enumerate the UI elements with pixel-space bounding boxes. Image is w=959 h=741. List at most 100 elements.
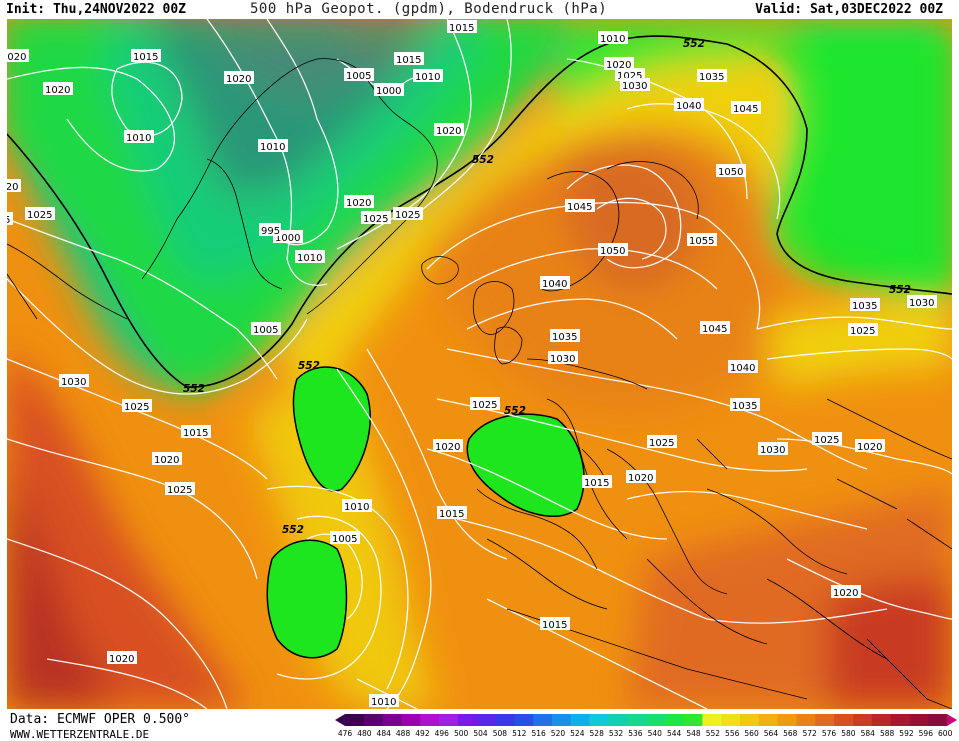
scale-tick-label: 512	[512, 729, 527, 738]
scale-swatch	[928, 714, 948, 726]
pressure-label: 1020	[109, 654, 134, 665]
pressure-label: 1040	[730, 363, 755, 374]
scale-tick-label: 480	[357, 729, 372, 738]
pressure-label: 1010	[126, 133, 151, 144]
pressure-label: 1045	[567, 202, 592, 213]
geopotential-label: 552	[683, 38, 705, 50]
scale-swatch	[533, 714, 553, 726]
pressure-label: 1025	[472, 400, 497, 411]
website-link: WWW.WETTERZENTRALE.DE	[10, 728, 150, 741]
scale-swatch	[646, 714, 666, 726]
scale-tick-label: 500	[453, 729, 469, 738]
pressure-label: 995	[261, 226, 280, 237]
pressure-label: 1000	[376, 86, 401, 97]
pressure-label: 1035	[852, 301, 877, 312]
scale-swatch	[664, 714, 685, 726]
scale-tick-label: 516	[531, 729, 546, 738]
scale-swatch	[852, 714, 873, 726]
geopotential-label: 552	[298, 360, 320, 372]
scale-swatch	[834, 714, 854, 726]
pressure-label: 1005	[346, 71, 371, 82]
scale-tick-label: 528	[589, 729, 604, 738]
scale-tick-label: 568	[783, 729, 798, 738]
pressure-label: 1015	[449, 23, 474, 34]
pressure-label: 1020	[45, 85, 70, 96]
pressure-label: 1035	[699, 72, 724, 83]
scale-tick-label: 488	[395, 729, 411, 738]
scale-tick-label: 600	[938, 729, 953, 738]
pressure-label: 1050	[718, 167, 743, 178]
scale-arrow-right	[947, 714, 957, 726]
scale-swatch	[457, 714, 478, 726]
pressure-label: 1040	[676, 101, 701, 112]
scale-tick-label: 532	[608, 729, 624, 738]
scale-swatch	[627, 714, 647, 726]
scale-tick-label: 484	[376, 729, 391, 738]
scale-swatch	[382, 714, 402, 726]
scale-tick-label: 580	[841, 729, 856, 738]
scale-swatch	[890, 714, 910, 726]
geopotential-label: 552	[183, 383, 205, 395]
pressure-label: 1025	[363, 214, 388, 225]
pressure-label: 1030	[909, 298, 934, 309]
pressure-label: 1055	[689, 236, 714, 247]
pressure-label: 1020	[154, 455, 179, 466]
pressure-label: 1025	[395, 210, 420, 221]
scale-swatch	[589, 714, 609, 726]
scale-swatch	[608, 714, 628, 726]
pressure-label: 1010	[600, 34, 625, 45]
pressure-label: 1030	[61, 377, 86, 388]
scale-tick-label: 476	[337, 729, 353, 738]
pressure-label: 1020	[226, 74, 251, 85]
scale-swatch	[514, 714, 534, 726]
scale-swatch	[909, 714, 929, 726]
weather-map: 552 552 552 552 552 552 552 552 1015 102…	[7, 19, 952, 709]
scale-swatch	[345, 714, 365, 726]
scale-tick-label: 492	[415, 729, 430, 738]
scale-tick-label: 496	[434, 729, 449, 738]
pressure-label: 1030	[550, 354, 575, 365]
scale-tick-label: 544	[666, 729, 682, 738]
cutoff-low-iberia	[466, 413, 585, 517]
map-header: Init: Thu,24NOV2022 00Z 500 hPa Geopot. …	[0, 0, 959, 20]
pressure-label: 1015	[183, 428, 208, 439]
pressure-label: 1050	[600, 246, 625, 257]
pressure-label: 1015	[133, 52, 158, 63]
pressure-label: 1035	[552, 332, 577, 343]
scale-swatch	[476, 714, 496, 726]
pressure-label: 1015	[584, 478, 609, 489]
scale-arrow-left	[335, 714, 345, 726]
scale-swatch	[570, 714, 591, 726]
pressure-label: 1010	[371, 697, 396, 708]
pressure-label: 1020	[435, 442, 460, 453]
pressure-label-group: 1015 1020 1010 1020 1015 1010 1005 1000 …	[7, 20, 937, 708]
scale-swatch	[796, 714, 816, 726]
pressure-label: 1025	[617, 71, 642, 82]
scale-tick-label: 548	[686, 729, 701, 738]
scale-swatch	[495, 714, 515, 726]
scale-swatch	[401, 714, 421, 726]
pressure-label: 1025	[27, 210, 52, 221]
scale-tick-label: 584	[860, 729, 875, 738]
pressure-label: 1020	[7, 182, 18, 193]
scale-swatch	[740, 714, 760, 726]
scale-tick-label: 552	[705, 729, 721, 738]
pressure-label: 1030	[622, 81, 647, 92]
pressure-label: 1020	[833, 588, 858, 599]
scale-swatch	[815, 714, 835, 726]
pressure-label: 1020	[7, 52, 26, 63]
pressure-label: 1010	[260, 142, 285, 153]
geopotential-label: 552	[889, 284, 911, 296]
geopotential-label: 552	[504, 405, 526, 417]
pressure-label: 1005	[253, 325, 278, 336]
geopotential-label: 552	[282, 524, 304, 536]
scale-tick-label: 560	[744, 729, 759, 738]
pressure-label: 1020	[346, 198, 371, 209]
pressure-label: 1010	[297, 253, 322, 264]
color-scale-labels: 476 480 484 488 492 496 500 504 508 512 516 520 524 5…	[337, 729, 953, 741]
pressure-label: 1025	[167, 485, 192, 496]
scale-swatch	[702, 714, 722, 726]
scale-swatch	[721, 714, 741, 726]
scale-tick-label: 596	[918, 729, 933, 738]
scale-tick-label: 572	[802, 729, 817, 738]
